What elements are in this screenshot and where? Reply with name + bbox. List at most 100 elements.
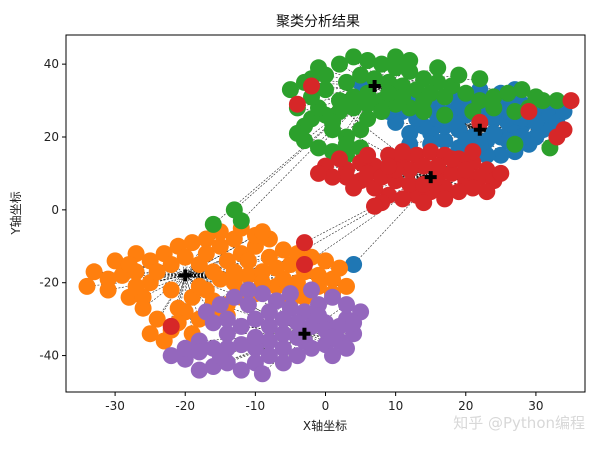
data-point-red xyxy=(450,183,468,201)
data-point-orange xyxy=(331,259,348,277)
data-point-purple xyxy=(288,314,306,332)
data-point-red xyxy=(359,164,377,182)
data-point-purple xyxy=(274,354,292,372)
data-point-purple xyxy=(324,328,341,346)
data-point-green xyxy=(296,132,313,150)
data-point-green xyxy=(331,92,348,110)
data-point-green xyxy=(338,73,355,91)
data-point-purple xyxy=(338,296,355,314)
data-point-purple xyxy=(345,314,363,332)
data-point-purple xyxy=(176,339,194,357)
centroid-link-red xyxy=(430,111,530,178)
data-point-red xyxy=(415,175,433,193)
x-tick-label: 30 xyxy=(528,399,543,413)
data-point-green xyxy=(373,103,391,120)
data-point-green xyxy=(471,70,489,88)
data-point-green xyxy=(394,88,412,106)
data-point-purple xyxy=(211,296,229,314)
x-tick-label: 20 xyxy=(458,399,473,413)
data-point-red xyxy=(401,161,419,179)
data-point-orange xyxy=(183,234,201,252)
data-point-green xyxy=(331,55,348,73)
x-tick-label: -10 xyxy=(246,399,266,413)
data-point-orange xyxy=(211,237,229,255)
data-point-red xyxy=(401,175,419,193)
data-point-purple xyxy=(218,310,236,328)
centroid-marker-blue xyxy=(473,123,486,136)
centroid-link-orange xyxy=(128,275,186,298)
data-point-purple xyxy=(246,328,264,346)
data-point-green xyxy=(506,103,524,120)
data-point-purple xyxy=(274,310,292,328)
data-point-orange xyxy=(85,263,103,281)
data-point-purple xyxy=(232,317,250,335)
data-point-red xyxy=(492,164,510,182)
data-point-orange xyxy=(78,277,96,295)
data-point-orange xyxy=(204,263,222,281)
x-axis-ticks: -30 -20 -10 0 10 20 30 xyxy=(105,392,544,413)
data-points xyxy=(78,48,580,383)
data-point-orange xyxy=(260,248,278,266)
y-axis-label: Y轴坐标 xyxy=(8,191,23,235)
data-point-purple xyxy=(246,310,264,328)
data-point-purple xyxy=(260,347,278,365)
data-point-green xyxy=(534,92,552,110)
centroid-link-purple xyxy=(220,304,305,334)
centroid-link-orange xyxy=(185,253,242,276)
data-point-orange xyxy=(197,245,215,263)
data-point-red xyxy=(345,179,363,197)
data-point-red xyxy=(324,168,341,186)
centroid-marker-orange xyxy=(179,269,192,282)
x-tick-label: -30 xyxy=(105,399,125,413)
x-axis-label: X轴坐标 xyxy=(303,418,347,433)
y-tick-label: 0 xyxy=(51,203,59,217)
data-point-green xyxy=(204,215,222,233)
data-point-red xyxy=(422,143,440,161)
data-point-purple xyxy=(211,347,229,365)
data-point-purple xyxy=(190,343,208,361)
data-point-red xyxy=(415,194,433,212)
chart-title: 聚类分析结果 xyxy=(276,14,360,30)
data-point-green xyxy=(373,55,391,73)
data-point-red xyxy=(415,157,433,175)
data-point-green xyxy=(457,84,475,102)
data-point-green xyxy=(232,212,250,230)
data-point-green xyxy=(450,66,468,84)
data-point-purple xyxy=(239,296,257,314)
data-point-purple xyxy=(204,314,222,332)
data-point-red xyxy=(303,77,320,95)
y-tick-label: -20 xyxy=(39,276,59,290)
data-point-red xyxy=(296,234,313,252)
data-point-green xyxy=(401,52,419,69)
data-point-orange xyxy=(274,241,292,259)
data-point-purple xyxy=(162,347,180,365)
data-point-orange xyxy=(106,252,124,270)
data-point-red xyxy=(296,256,313,273)
centroid-link-orange xyxy=(142,275,186,309)
data-point-purple xyxy=(260,303,278,321)
y-axis-ticks: -40 -20 0 20 40 xyxy=(39,57,66,363)
data-point-purple xyxy=(253,365,271,383)
data-point-purple xyxy=(253,285,271,303)
data-point-green xyxy=(499,84,517,102)
data-point-red xyxy=(555,121,573,139)
data-point-green xyxy=(548,92,566,110)
data-point-green xyxy=(352,121,370,139)
data-point-green xyxy=(324,113,341,131)
data-point-orange xyxy=(148,263,166,281)
data-point-purple xyxy=(232,336,250,354)
data-point-green xyxy=(506,135,524,153)
data-point-orange xyxy=(338,277,355,295)
data-point-green xyxy=(345,48,363,66)
data-point-red xyxy=(443,164,461,182)
data-point-red xyxy=(457,161,475,179)
data-point-orange xyxy=(197,230,215,248)
data-point-orange xyxy=(317,252,334,270)
centroid-link-green xyxy=(213,85,375,225)
data-point-orange xyxy=(274,270,292,288)
data-point-red xyxy=(310,164,327,182)
data-point-purple xyxy=(225,288,243,306)
data-point-red xyxy=(436,190,454,208)
data-point-orange xyxy=(190,277,208,295)
